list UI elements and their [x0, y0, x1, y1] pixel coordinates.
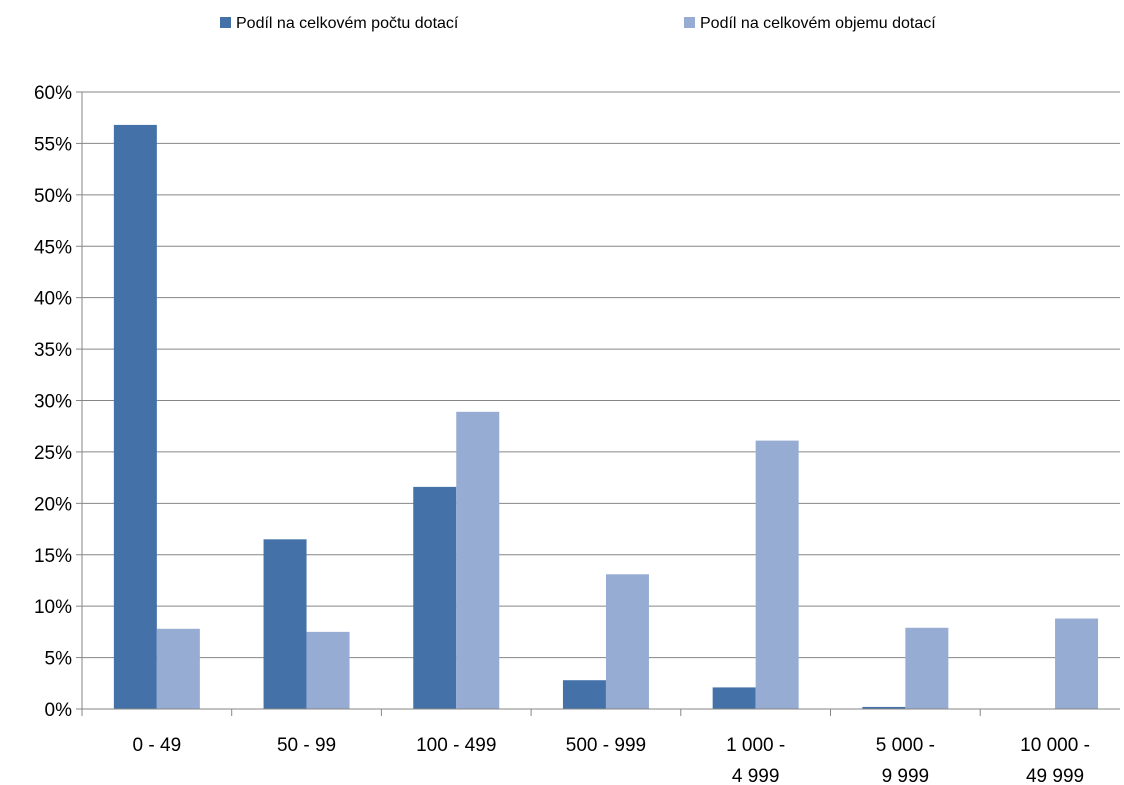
- bar-series-2-1: [156, 628, 200, 709]
- y-tick-label: 35%: [34, 340, 72, 361]
- x-tick-label: 0 - 49: [133, 735, 182, 756]
- axes: [76, 91, 1120, 716]
- x-tick-label: 500 - 999: [566, 735, 646, 756]
- bar-series-2-3: [456, 411, 500, 709]
- bar-series-2-6: [905, 627, 949, 709]
- bar-series-2-2: [306, 631, 350, 709]
- y-tick-label: 20%: [34, 494, 72, 515]
- y-tick-label: 40%: [34, 289, 72, 310]
- y-tick-label: 45%: [34, 237, 72, 258]
- bar-series-1-3: [413, 486, 457, 709]
- bar-series-2-4: [605, 574, 649, 709]
- y-tick-label: 15%: [34, 546, 72, 567]
- legend-label-1: Podíl na celkovém počtu dotací: [236, 15, 459, 32]
- y-tick-label: 0%: [45, 700, 73, 721]
- bars: [113, 124, 1099, 709]
- y-tick-label: 25%: [34, 443, 72, 464]
- legend: Podíl na celkovém počtu dotací Podíl na c…: [220, 15, 936, 32]
- bar-series-2-5: [755, 440, 799, 709]
- bar-series-2-7: [1055, 618, 1099, 709]
- x-tick-label: 9 999: [882, 766, 930, 785]
- x-tick-label: 100 - 499: [416, 735, 496, 756]
- bar-series-1-1: [113, 124, 157, 709]
- y-tick-label: 50%: [34, 186, 72, 207]
- y-tick-label: 10%: [34, 597, 72, 618]
- y-tick-labels: 0% 5% 10% 15% 20% 25% 30% 35% 40% 45% 50% 55% 60%: [34, 83, 72, 721]
- y-tick-label: 5%: [45, 649, 73, 670]
- x-tick-label: 5 000 -: [876, 735, 935, 756]
- bar-series-1-4: [562, 680, 606, 709]
- bar-series-1-2: [263, 539, 307, 709]
- x-tick-label: 10 000 -: [1020, 735, 1090, 756]
- y-tick-label: 55%: [34, 134, 72, 155]
- legend-label-2: Podíl na celkovém objemu dotací: [700, 15, 936, 32]
- bar-series-1-5: [712, 687, 756, 709]
- y-tick-label: 30%: [34, 392, 72, 413]
- gridlines: [82, 91, 1120, 659]
- legend-swatch-1: [220, 17, 231, 28]
- legend-swatch-2: [684, 17, 695, 28]
- bar-series-1-6: [862, 706, 906, 709]
- y-tick-label: 60%: [34, 83, 72, 104]
- x-tick-labels: 0 - 49 50 - 99 100 - 499 500 - 999 1 000 - 4 …: [133, 735, 1090, 785]
- x-tick-label: 49 999: [1026, 766, 1084, 785]
- x-tick-label: 50 - 99: [277, 735, 336, 756]
- x-tick-label: 1 000 -: [726, 735, 785, 756]
- x-tick-label: 4 999: [732, 766, 780, 785]
